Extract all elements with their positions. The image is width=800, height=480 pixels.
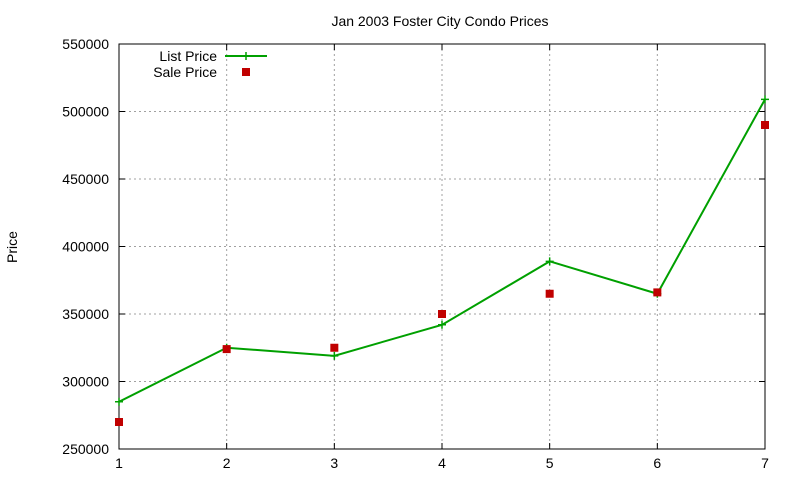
data-point-list-price: [330, 351, 339, 360]
data-point-list-price: [115, 397, 123, 406]
y-tick-label: 400000: [62, 239, 109, 255]
data-point-sale-price: [545, 289, 554, 298]
data-point-sale-price: [761, 121, 769, 129]
y-tick-label: 250000: [62, 441, 109, 457]
data-point-list-price: [545, 257, 554, 266]
series-layer: [115, 95, 769, 426]
y-axis-label: Price: [4, 231, 20, 263]
chart-title: Jan 2003 Foster City Condo Prices: [331, 13, 548, 29]
data-point-sale-price: [438, 310, 446, 318]
y-tick-label: 350000: [62, 306, 109, 322]
x-tick-label: 4: [438, 455, 446, 471]
legend-label-list-price: List Price: [159, 48, 217, 64]
x-tick-label: 1: [115, 455, 123, 471]
axis-ticks: [118, 43, 766, 450]
legend-marker-list-price: [242, 52, 250, 60]
y-tick-label: 450000: [62, 171, 109, 187]
tick-labels: 250000 300000 350000 400000 450000 500000 5500…: [62, 36, 769, 471]
data-point-list-price: [761, 95, 769, 104]
x-tick-label: 7: [761, 455, 769, 471]
x-tick-label: 3: [330, 455, 338, 471]
legend-label-sale-price: Sale Price: [153, 64, 217, 80]
y-tick-label: 550000: [62, 36, 109, 52]
data-point-sale-price: [653, 288, 662, 297]
data-point-list-price: [438, 320, 446, 329]
x-tick-label: 6: [653, 455, 661, 471]
y-tick-label: 500000: [62, 104, 109, 120]
y-tick-label: 300000: [62, 374, 109, 390]
x-tick-label: 2: [223, 455, 231, 471]
data-point-sale-price: [330, 343, 339, 352]
data-point-sale-price: [115, 418, 123, 426]
data-point-sale-price: [222, 345, 231, 354]
x-tick-label: 5: [546, 455, 554, 471]
legend-marker-sale-price: [242, 68, 250, 76]
